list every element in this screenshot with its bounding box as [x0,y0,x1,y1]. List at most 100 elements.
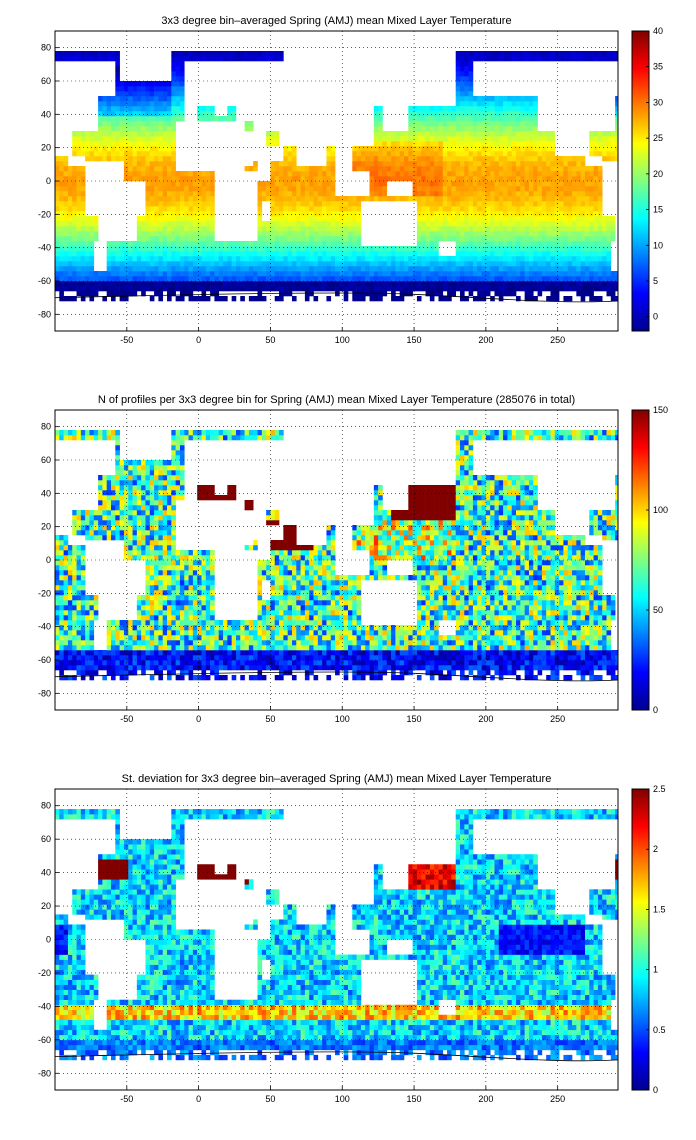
heatmap-cell [158,620,164,626]
heatmap-cell [326,216,332,222]
heatmap-cell [464,91,469,97]
heatmap-cell [63,615,69,621]
heatmap-cell [67,226,73,232]
heatmap-cell [434,261,439,267]
heatmap-cell [365,151,370,157]
heatmap-cell [158,510,164,516]
heatmap-cell [72,525,77,531]
heatmap-cell [80,630,86,636]
heatmap-cell [270,201,276,207]
heatmap-cell [369,181,375,187]
heatmap-cell [546,251,551,257]
heatmap-cell [391,146,396,152]
heatmap-cell [429,291,435,297]
heatmap-cell [554,166,560,172]
heatmap-cell [154,575,159,581]
heatmap-cell [472,296,478,302]
heatmap-cell [494,211,500,217]
heatmap-cell [300,236,306,242]
heatmap-cell [498,156,504,162]
heatmap-cell [438,271,444,277]
heatmap-cell [162,86,168,92]
heatmap-cell [210,106,215,112]
heatmap-cell [481,206,487,212]
heatmap-cell [188,246,194,252]
heatmap-cell [412,246,418,252]
heatmap-cell [85,535,90,541]
heatmap-cell [576,271,581,277]
heatmap-cell [425,281,431,287]
heatmap-cell [98,430,103,436]
heatmap-cell [528,211,534,217]
heatmap-cell [494,196,500,202]
heatmap-cell [149,146,155,152]
heatmap-cell [451,266,457,272]
heatmap-cell [481,291,487,297]
heatmap-cell [59,246,64,252]
heatmap-cell [563,256,569,262]
heatmap-cell [136,480,142,486]
heatmap-cell [266,51,271,57]
heatmap-cell [162,201,168,207]
heatmap-cell [563,241,569,247]
heatmap-cell [468,76,474,82]
heatmap-cell [477,96,482,102]
heatmap-cell [520,241,525,247]
heatmap-cell [533,276,538,282]
heatmap-cell [93,291,99,297]
heatmap-cell [257,191,263,197]
heatmap-cell [179,276,185,282]
heatmap-cell [472,281,478,287]
heatmap-cell [132,106,138,112]
heatmap-cell [524,101,530,107]
heatmap-cell [546,271,551,277]
heatmap-cell [468,251,474,257]
heatmap-cell [132,91,138,97]
heatmap-cell [162,520,168,526]
heatmap-cell [76,590,82,596]
heatmap-cell [171,216,176,222]
heatmap-cell [67,650,73,656]
heatmap-cell [485,206,491,212]
heatmap-cell [386,176,392,182]
heatmap-cell [533,201,538,207]
heatmap-cell [434,266,439,272]
heatmap-cell [399,246,405,252]
heatmap-cell [123,176,129,182]
heatmap-cell [223,241,228,247]
heatmap-cell [154,605,159,611]
heatmap-cell [214,271,220,277]
heatmap-cell [102,475,108,481]
heatmap-cell [360,296,366,302]
heatmap-cell [481,141,487,147]
heatmap-cell [106,131,112,137]
heatmap-cell [175,590,181,596]
heatmap-cell [416,261,422,267]
heatmap-cell [615,296,619,302]
heatmap-cell [597,186,603,192]
heatmap-cell [128,261,133,267]
heatmap-cell [167,186,172,192]
heatmap-cell [537,156,543,162]
heatmap-cell [80,615,86,621]
heatmap-cell [287,261,293,267]
heatmap-cell [123,276,129,282]
heatmap-cell [481,126,487,132]
heatmap-cell [335,286,340,292]
heatmap-cell [330,151,336,157]
heatmap-cell [149,91,155,97]
heatmap-cell [300,206,306,212]
heatmap-cell [576,246,581,252]
heatmap-cell [223,251,228,257]
heatmap-cell [537,191,543,197]
heatmap-cell [507,196,513,202]
heatmap-cell [227,276,232,282]
heatmap-cell [511,276,517,282]
heatmap-cell [572,256,577,262]
heatmap-cell [128,470,133,476]
heatmap-cell [184,246,189,252]
heatmap-cell [171,211,176,217]
heatmap-cell [554,286,560,292]
heatmap-cell [429,171,435,177]
heatmap-cell [498,106,504,112]
